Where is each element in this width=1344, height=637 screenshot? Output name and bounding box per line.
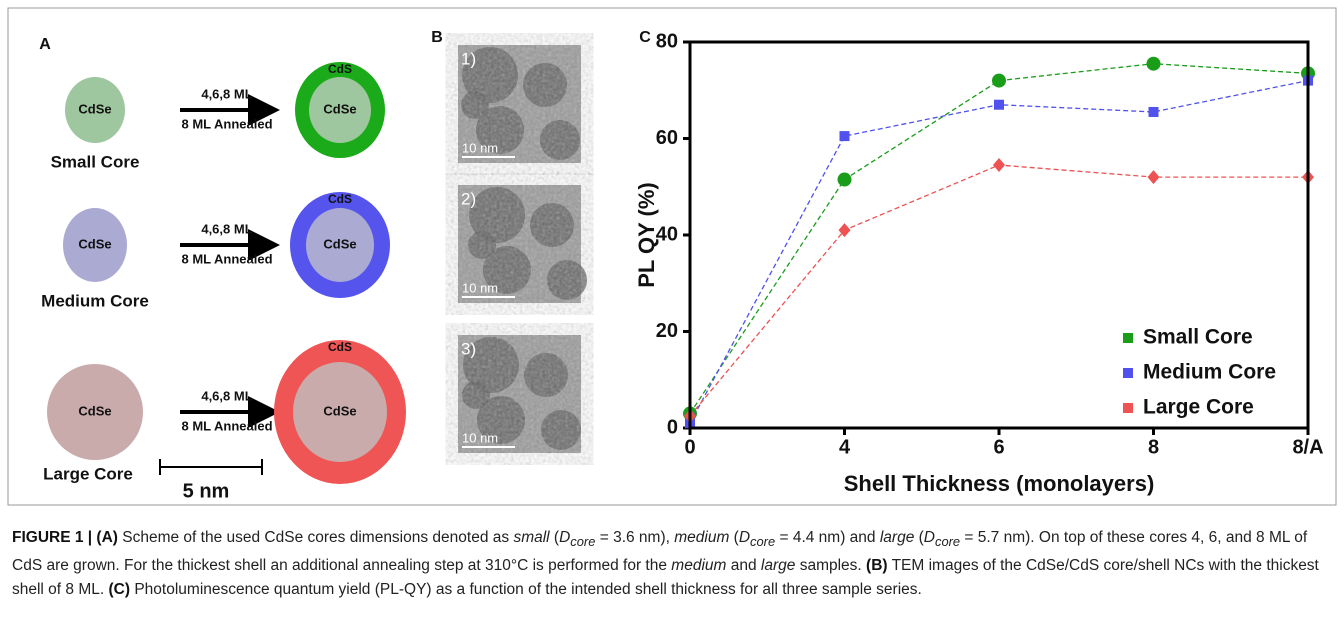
image-index: 1) [461, 49, 476, 68]
tem-noise [458, 335, 581, 453]
caption-text: ( [729, 529, 739, 546]
marker [838, 223, 851, 238]
figure-frame [7, 7, 1337, 506]
caption-text: small [513, 529, 550, 546]
shell-core-label: CdSe [323, 236, 356, 251]
marker [839, 131, 850, 142]
caption-text: core [570, 534, 596, 550]
arrow-label: 8 ML Annealed [181, 418, 272, 433]
image-scale: 10 nm [462, 280, 498, 295]
panel-label: B [431, 29, 443, 46]
y-axis-title: PL QY (%) [634, 182, 659, 288]
caption-text: ( [549, 529, 560, 546]
marker [993, 158, 1005, 173]
legend-label: Large Core [1143, 396, 1254, 419]
legend-swatch [1123, 403, 1133, 413]
series-line [689, 63, 1309, 414]
caption-text: = 5.7 nm). On top of these cores 4, 6, a… [12, 529, 1308, 575]
marker [992, 73, 1006, 88]
core-label: CdSe [78, 236, 111, 251]
marker [1147, 170, 1160, 185]
caption-text: FIGURE 1 | (A) [12, 529, 118, 546]
caption-text: TEM images of the CdSe/CdS core/shell NC… [12, 557, 1319, 599]
shell-label: CdS [328, 62, 352, 76]
marker [1146, 56, 1161, 71]
core-label: CdSe [78, 101, 111, 116]
caption-text: medium [671, 557, 727, 575]
caption-text: large [760, 557, 796, 575]
shell-core-label: CdSe [323, 403, 356, 418]
shell-core [306, 208, 374, 282]
arrow-label: 8 ML Annealed [181, 116, 272, 131]
caption-text: Scheme of the used CdSe cores dimensions… [117, 529, 514, 546]
legend-label: Small Core [1143, 326, 1253, 349]
x-tick-label: 8 [1148, 436, 1159, 458]
core-label: CdSe [78, 403, 111, 418]
caption-text: (B) [866, 557, 888, 575]
core-circle [65, 77, 125, 143]
y-tick-label: 60 [656, 127, 678, 149]
caption-text: samples. [795, 557, 867, 575]
figure: A CdSe Small Core 4,6,8 ML 8 ML Annealed CdS C… [7, 7, 1337, 506]
arrow-label: 8 ML Annealed [181, 251, 272, 266]
shell-label: CdS [328, 340, 352, 354]
tem-noise [458, 45, 581, 163]
core-name: Small Core [51, 152, 140, 171]
caption-text: = 3.6 nm), [595, 529, 675, 546]
x-tick-label: 4 [839, 436, 851, 458]
marker [837, 172, 852, 187]
x-tick-label: 0 [684, 436, 695, 458]
tem-noise [458, 185, 581, 303]
caption-text: D [738, 529, 751, 546]
caption-text: Photoluminescence quantum yield (PL-QY) … [130, 581, 922, 599]
x-tick-label: 6 [993, 436, 1004, 458]
caption-text: core [934, 534, 961, 550]
arrow-label: 4,6,8 ML [201, 388, 252, 403]
y-tick-label: 0 [667, 416, 678, 438]
panel-label: A [39, 36, 51, 53]
caption-text: and [726, 557, 761, 575]
caption-text: D [923, 529, 935, 546]
core-name: Large Core [43, 464, 133, 483]
marker [994, 99, 1004, 110]
legend-label: Medium Core [1143, 361, 1276, 384]
core-circle [63, 208, 127, 282]
shell-label: CdS [328, 192, 352, 206]
caption-text: core [750, 534, 776, 550]
scale-bar-label: 5 nm [183, 480, 230, 502]
image-index: 3) [461, 339, 476, 358]
legend-swatch [1123, 333, 1133, 343]
caption-text: medium [674, 529, 730, 546]
image-scale: 10 nm [462, 140, 498, 155]
caption: FIGURE 1 | (A) Scheme of the used CdSe c… [12, 526, 1334, 602]
caption-text: (C) [108, 581, 131, 599]
y-tick-label: 80 [656, 30, 678, 52]
plot-frame [688, 40, 1310, 430]
x-axis-title: Shell Thickness (monolayers) [844, 471, 1155, 496]
caption-text: ( [914, 529, 924, 546]
x-tick-label: 8/A [1292, 436, 1323, 458]
shell-core-label: CdSe [323, 101, 356, 116]
image-scale: 10 nm [462, 430, 498, 445]
legend-swatch [1123, 368, 1133, 378]
shell-core [309, 77, 371, 143]
image-index: 2) [461, 189, 476, 208]
core-circle [47, 364, 143, 460]
caption-text: = 4.4 nm) and [775, 529, 880, 546]
arrow-label: 4,6,8 ML [201, 221, 252, 236]
caption-text: D [559, 529, 571, 546]
shell-core [293, 362, 387, 462]
panel-label: C [639, 29, 651, 46]
y-tick-label: 20 [656, 320, 678, 342]
y-tick-label: 40 [656, 223, 678, 245]
caption-text: large [879, 529, 915, 546]
marker [1148, 106, 1159, 117]
core-name: Medium Core [41, 291, 149, 310]
arrow-label: 4,6,8 ML [201, 86, 252, 101]
scale-bar [159, 459, 263, 475]
